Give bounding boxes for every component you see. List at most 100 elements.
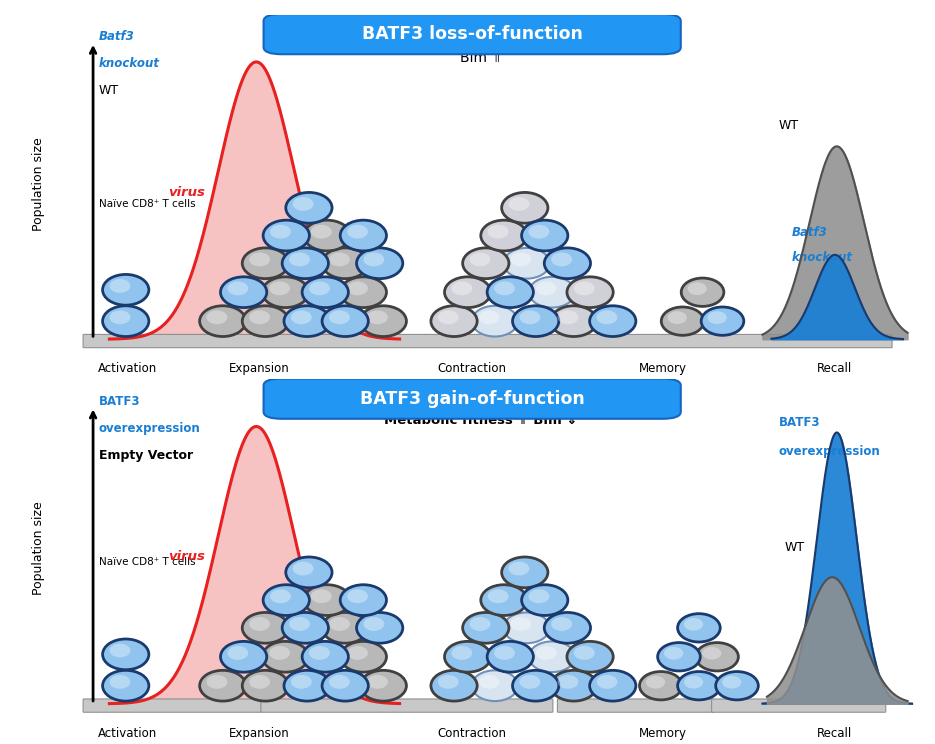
Circle shape bbox=[284, 306, 330, 336]
Circle shape bbox=[684, 676, 703, 688]
Circle shape bbox=[503, 248, 550, 279]
Text: Recall: Recall bbox=[817, 727, 853, 740]
Circle shape bbox=[309, 281, 330, 295]
Circle shape bbox=[262, 277, 309, 307]
FancyBboxPatch shape bbox=[712, 699, 885, 712]
Text: overexpression: overexpression bbox=[779, 445, 881, 458]
Circle shape bbox=[469, 617, 490, 631]
Circle shape bbox=[472, 306, 518, 336]
Text: overexpression: overexpression bbox=[98, 422, 200, 434]
Circle shape bbox=[250, 252, 270, 266]
Circle shape bbox=[687, 282, 707, 295]
Circle shape bbox=[200, 306, 246, 336]
Circle shape bbox=[452, 281, 472, 295]
Circle shape bbox=[103, 275, 149, 305]
Circle shape bbox=[356, 248, 403, 279]
Circle shape bbox=[322, 248, 368, 279]
Circle shape bbox=[360, 306, 407, 336]
Circle shape bbox=[109, 310, 130, 324]
Circle shape bbox=[488, 589, 509, 603]
Circle shape bbox=[289, 252, 309, 266]
Circle shape bbox=[109, 675, 130, 689]
Text: Activation: Activation bbox=[98, 362, 157, 375]
Circle shape bbox=[431, 306, 477, 336]
Circle shape bbox=[682, 278, 724, 307]
Circle shape bbox=[520, 310, 540, 324]
Circle shape bbox=[551, 306, 597, 336]
Circle shape bbox=[304, 585, 351, 615]
Circle shape bbox=[463, 612, 509, 644]
Circle shape bbox=[702, 647, 721, 660]
Circle shape bbox=[340, 220, 386, 251]
Circle shape bbox=[552, 252, 572, 266]
Circle shape bbox=[512, 670, 559, 701]
Circle shape bbox=[200, 670, 246, 701]
Circle shape bbox=[469, 252, 490, 266]
Circle shape bbox=[557, 675, 579, 689]
Circle shape bbox=[522, 220, 568, 251]
Circle shape bbox=[479, 310, 499, 324]
Circle shape bbox=[340, 585, 386, 615]
Text: virus: virus bbox=[168, 186, 205, 199]
Circle shape bbox=[509, 562, 529, 575]
Circle shape bbox=[282, 612, 328, 644]
Circle shape bbox=[367, 675, 388, 689]
FancyBboxPatch shape bbox=[83, 334, 892, 347]
Circle shape bbox=[512, 306, 559, 336]
Circle shape bbox=[567, 641, 613, 672]
Text: virus: virus bbox=[168, 551, 205, 563]
Circle shape bbox=[242, 612, 289, 644]
Text: BATF3 gain-of-function: BATF3 gain-of-function bbox=[360, 390, 584, 408]
Circle shape bbox=[302, 277, 349, 307]
Text: BATF3: BATF3 bbox=[779, 416, 820, 429]
Text: BATF3: BATF3 bbox=[98, 394, 140, 408]
Circle shape bbox=[347, 646, 368, 660]
Circle shape bbox=[242, 670, 289, 701]
Circle shape bbox=[291, 310, 311, 324]
Circle shape bbox=[657, 643, 700, 671]
Circle shape bbox=[438, 675, 459, 689]
Circle shape bbox=[544, 248, 591, 279]
Circle shape bbox=[340, 277, 386, 307]
Circle shape bbox=[529, 641, 575, 672]
Circle shape bbox=[360, 670, 407, 701]
Circle shape bbox=[322, 612, 368, 644]
Circle shape bbox=[640, 672, 683, 700]
Circle shape bbox=[284, 670, 330, 701]
Circle shape bbox=[502, 557, 548, 588]
Circle shape bbox=[664, 647, 683, 660]
Circle shape bbox=[367, 310, 388, 324]
Circle shape bbox=[293, 562, 313, 575]
Circle shape bbox=[528, 589, 550, 603]
Circle shape bbox=[646, 676, 665, 688]
Circle shape bbox=[494, 646, 515, 660]
Circle shape bbox=[481, 220, 527, 251]
Circle shape bbox=[551, 670, 597, 701]
Circle shape bbox=[347, 225, 368, 239]
Text: Naïve CD8⁺ T cells: Naïve CD8⁺ T cells bbox=[98, 199, 195, 209]
Circle shape bbox=[263, 220, 309, 251]
Circle shape bbox=[340, 641, 386, 672]
Text: Recall: Recall bbox=[817, 362, 853, 375]
Circle shape bbox=[269, 281, 290, 295]
Circle shape bbox=[552, 617, 572, 631]
Circle shape bbox=[520, 675, 540, 689]
FancyBboxPatch shape bbox=[83, 699, 262, 712]
Circle shape bbox=[250, 617, 270, 631]
Circle shape bbox=[286, 193, 332, 223]
Text: Empty Vector: Empty Vector bbox=[98, 449, 193, 462]
Circle shape bbox=[487, 277, 533, 307]
Circle shape bbox=[322, 306, 368, 336]
Text: BATF3 loss-of-function: BATF3 loss-of-function bbox=[362, 25, 583, 43]
Circle shape bbox=[270, 589, 291, 603]
FancyBboxPatch shape bbox=[261, 699, 553, 712]
Circle shape bbox=[557, 310, 579, 324]
Text: Expansion: Expansion bbox=[229, 727, 290, 740]
Circle shape bbox=[250, 675, 270, 689]
Circle shape bbox=[574, 281, 595, 295]
Circle shape bbox=[329, 675, 350, 689]
Circle shape bbox=[364, 617, 384, 631]
Circle shape bbox=[364, 252, 384, 266]
Circle shape bbox=[282, 248, 328, 279]
Text: Contraction: Contraction bbox=[438, 362, 507, 375]
